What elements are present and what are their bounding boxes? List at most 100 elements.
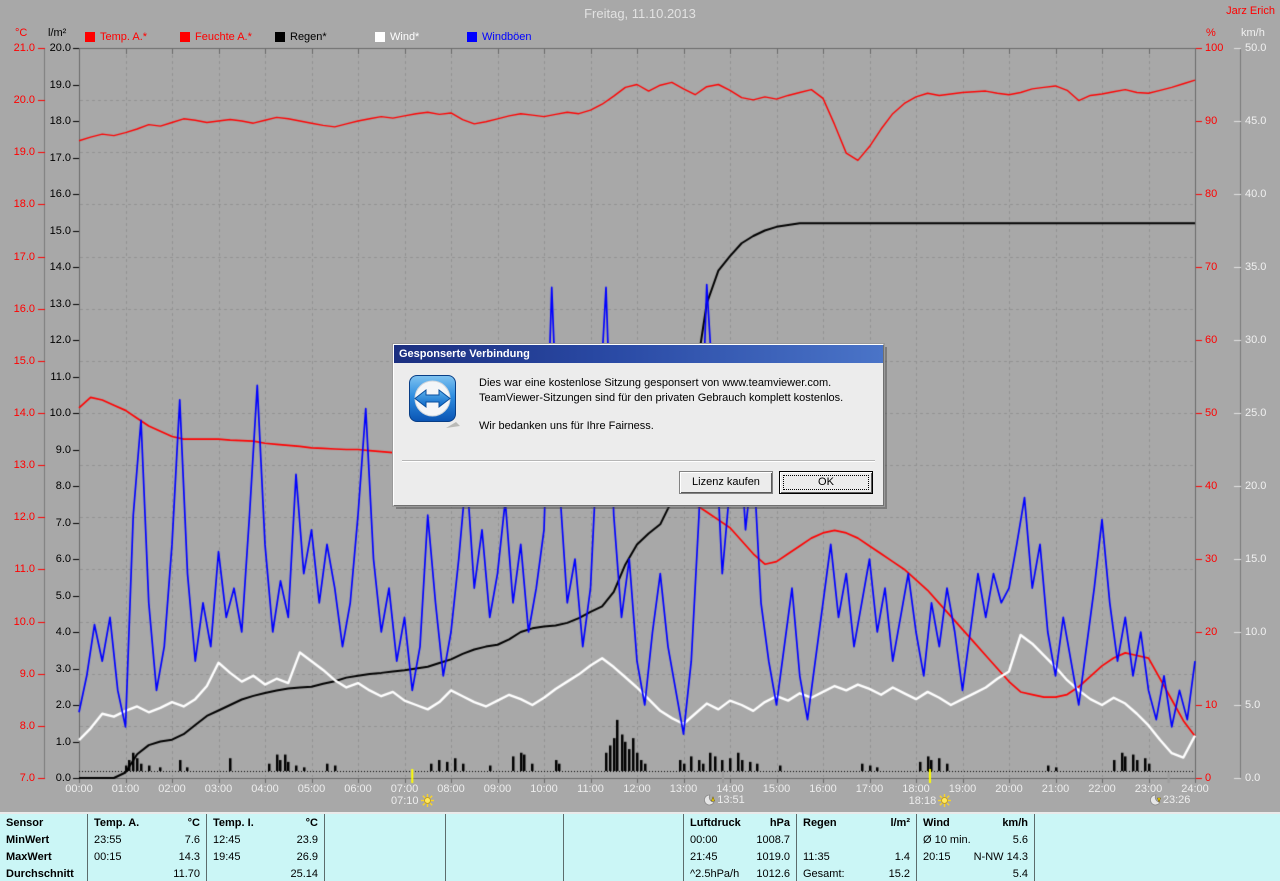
summary-cell-right: 1.4 [894,850,910,863]
summary-cell-right: 23.9 [296,833,318,846]
legend-item-wind: Wind* [375,31,419,43]
teamviewer-icon [406,373,462,432]
dialog-title: Gesponserte Verbindung [399,348,530,360]
summary-cell-right: hPa [769,816,790,829]
summary-cell-left: 21:45 [690,850,718,863]
dialog-message-line: Wir bedanken uns für Ihre Fairness. [479,420,654,432]
legend-label: Windböen [482,31,532,43]
gusts-swatch-icon [467,32,477,42]
summary-value-cell [446,831,564,848]
summary-cell-right: 15.2 [888,867,910,880]
dialog-message-line: Dies war eine kostenlose Sitzung gespons… [479,377,832,389]
summary-cell-right: 1019.0 [756,850,790,863]
dialog-divider [402,460,875,462]
buy-license-button[interactable]: Lizenz kaufen [679,471,773,494]
summary-cell-right: °C [305,816,318,829]
summary-value-cell: 5.4 [917,865,1035,881]
summary-cell-left: 19:45 [213,850,241,863]
right-axis-unit-percent: % [1206,27,1216,39]
page-title: Freitag, 11.10.2013 [584,6,696,21]
summary-cell-left: Regen [803,816,837,829]
ok-button-label: OK [818,476,834,488]
summary-group-header: Temp. I. °C [207,814,325,831]
summary-value-cell: 23:55 7.6 [88,831,207,848]
summary-group-header [446,814,564,831]
summary-cell-right: °C [187,816,200,829]
summary-value-cell: Ø 10 min. 5.6 [917,831,1035,848]
summary-cell-left: ^2.5hPa/h [690,867,740,880]
summary-value-cell: ^2.5hPa/h 1012.6 [684,865,797,881]
summary-cell-left: Ø 10 min. [923,833,971,846]
summary-cell-left: Gesamt: [803,867,845,880]
summary-cell-right: l/m² [890,816,910,829]
wind-swatch-icon [375,32,385,42]
summary-cell-right: 7.6 [184,833,200,846]
ok-button[interactable]: OK [779,471,873,494]
summary-value-cell [1035,865,1280,881]
station-name: Jarz Erich [1226,5,1275,17]
summary-row-label: MinWert [0,831,88,848]
summary-value-cell: 00:15 14.3 [88,848,207,865]
right-axis-unit-kmh: km/h [1241,27,1265,39]
focus-rectangle [783,475,869,490]
summary-value-cell [797,831,917,848]
summary-value-cell [1035,831,1280,848]
summary-group-header: Luftdruck hPa [684,814,797,831]
summary-value-cell [325,831,446,848]
summary-row-label: MaxWert [0,848,88,865]
legend-item-feuchte: Feuchte A.* [180,31,252,43]
summary-value-cell [325,865,446,881]
legend-item-windboeen: Windböen [467,31,532,43]
summary-cell-left: Temp. I. [213,816,254,829]
summary-group-header [325,814,446,831]
summary-cell-left: 12:45 [213,833,241,846]
summary-value-cell: 00:00 1008.7 [684,831,797,848]
summary-value-cell [564,848,684,865]
summary-cell-right: 5.6 [1012,833,1028,846]
summary-cell-right: 25.14 [290,867,318,880]
humidity-swatch-icon [180,32,190,42]
summary-group-header [1035,814,1280,831]
summary-value-cell: 11:35 1.4 [797,848,917,865]
rain-swatch-icon [275,32,285,42]
summary-cell-right: 26.9 [296,850,318,863]
summary-value-cell [446,865,564,881]
legend-label: Temp. A.* [100,31,148,43]
summary-cell-left: Luftdruck [690,816,741,829]
summary-value-cell [564,865,684,881]
summary-group-header [564,814,684,831]
dialog-body: Dies war eine kostenlose Sitzung gespons… [394,363,883,505]
summary-value-cell [564,831,684,848]
summary-value-cell [1035,848,1280,865]
summary-table: Sensor Temp. A. °C Temp. I. °C Luftdruck hPa Re… [0,812,1280,881]
summary-group-header: Wind km/h [917,814,1035,831]
summary-value-cell: Gesamt: 15.2 [797,865,917,881]
summary-row-label: Sensor [0,814,88,831]
summary-cell-right: 1012.6 [756,867,790,880]
left-axis-unit-lm2: l/m² [48,27,67,39]
summary-value-cell [446,848,564,865]
dialog-title-bar[interactable]: Gesponserte Verbindung [394,345,883,363]
summary-cell-left: 00:00 [690,833,718,846]
legend-label: Feuchte A.* [195,31,252,43]
summary-cell-right: 14.3 [178,850,200,863]
summary-cell-right: km/h [1002,816,1028,829]
summary-group-header: Temp. A. °C [88,814,207,831]
summary-value-cell: 12:45 23.9 [207,831,325,848]
summary-cell-left: 11:35 [803,850,830,863]
sponsored-connection-dialog: Gesponserte Verbindung [392,343,885,507]
summary-group-header: Regen l/m² [797,814,917,831]
summary-cell-right: 5.4 [1012,867,1028,880]
summary-cell-left: 23:55 [94,833,122,846]
summary-cell-left: Temp. A. [94,816,140,829]
legend-item-temp: Temp. A.* [85,31,147,43]
legend-label: Regen* [290,31,327,43]
legend-label: Wind* [390,31,420,43]
legend-item-regen: Regen* [275,31,327,43]
temp-swatch-icon [85,32,95,42]
summary-cell-left: Wind [923,816,950,829]
summary-value-cell: 20:15 N-NW 14.3 [917,848,1035,865]
dialog-message: Dies war eine kostenlose Sitzung gespons… [479,376,875,434]
summary-cell-left: 00:15 [94,850,122,863]
